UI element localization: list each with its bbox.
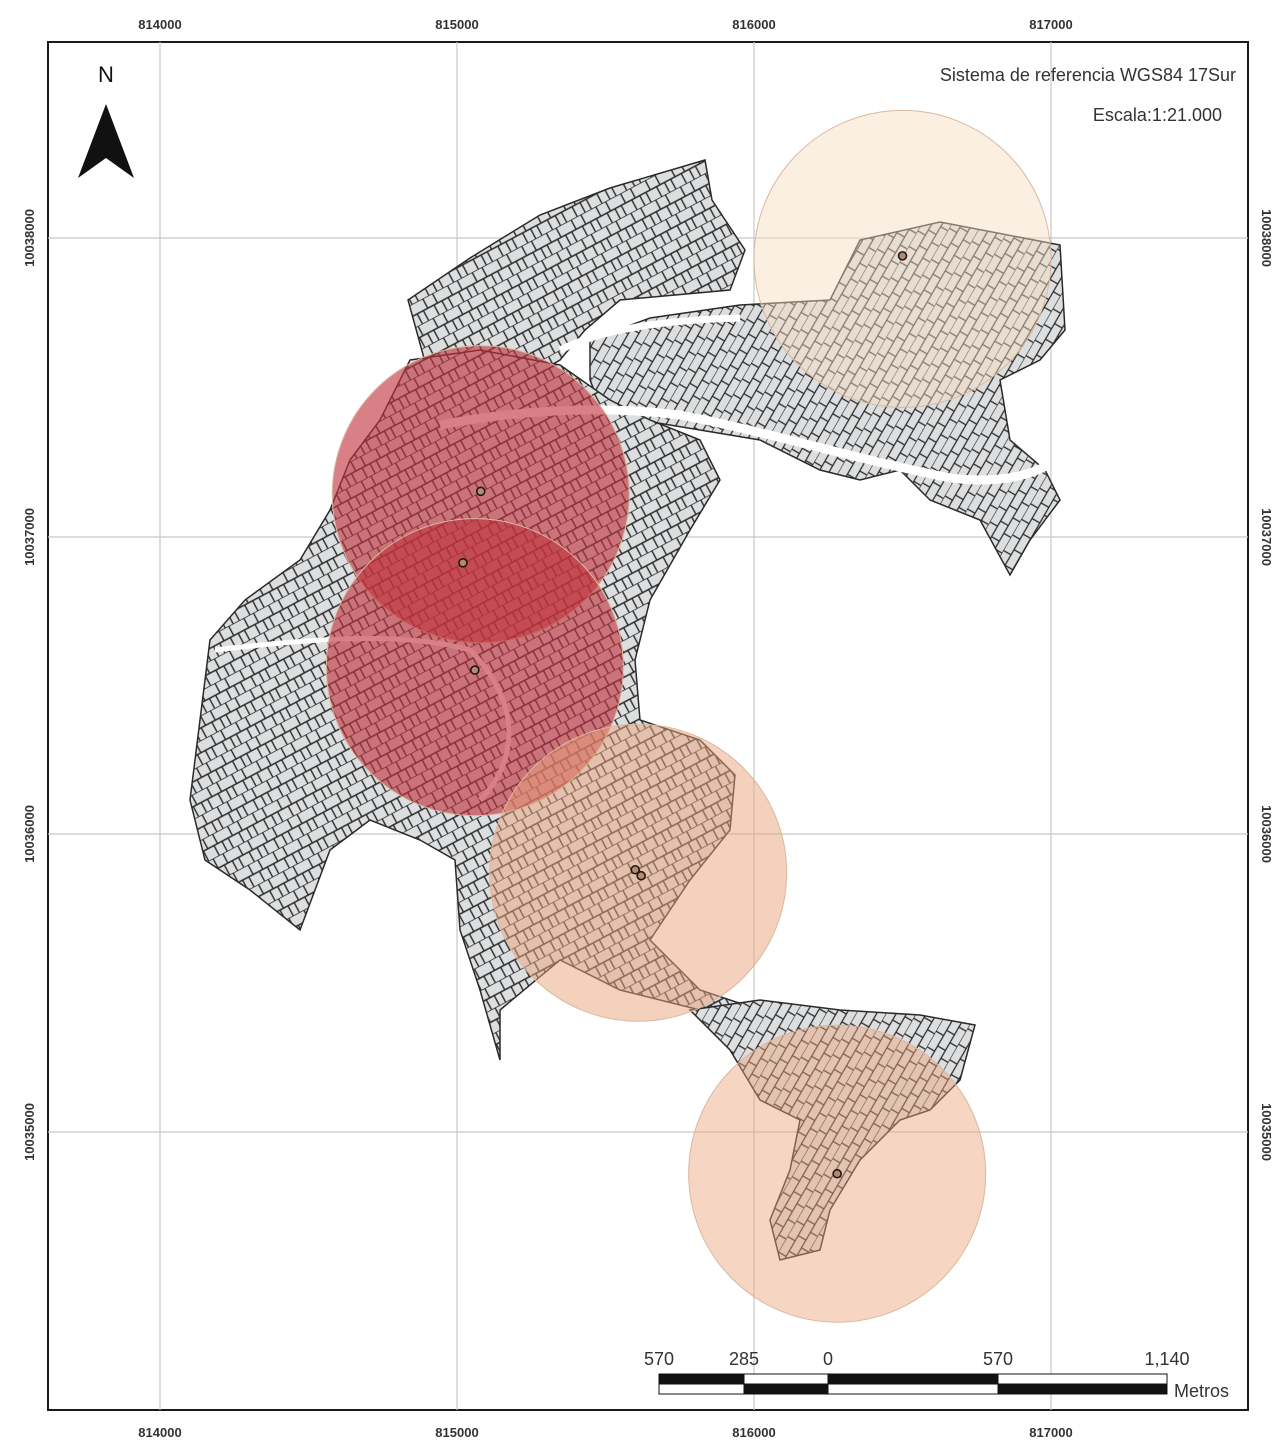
y-tick-left-10036000: 10036000 bbox=[22, 805, 37, 863]
x-tick-top-815000: 815000 bbox=[435, 17, 478, 32]
x-tick-labels-top: 814000 815000 816000 817000 bbox=[138, 17, 1072, 32]
scalebar-seg-4 bbox=[997, 1373, 1168, 1385]
y-tick-labels-left: 10038000 10037000 10036000 10035000 bbox=[22, 209, 37, 1161]
sample-point-7 bbox=[832, 1168, 842, 1179]
scalebar-label-285: 285 bbox=[729, 1349, 759, 1369]
x-tick-bottom-816000: 816000 bbox=[732, 1425, 775, 1440]
scalebar-label-570: 570 bbox=[983, 1349, 1013, 1369]
scalebar-seg-5 bbox=[658, 1383, 745, 1395]
parcels-south-arm bbox=[688, 999, 976, 1261]
scalebar-seg-2 bbox=[743, 1373, 829, 1385]
scale-label: Escala:1:21.000 bbox=[1093, 105, 1222, 125]
north-arrow: N bbox=[78, 62, 134, 178]
scalebar-seg-8 bbox=[997, 1383, 1168, 1395]
north-label: N bbox=[98, 62, 114, 87]
sample-point-4 bbox=[470, 665, 480, 675]
y-tick-right-10036000: 10036000 bbox=[1259, 805, 1274, 863]
sample-point-2 bbox=[475, 486, 486, 497]
parcels-northeast bbox=[589, 221, 1066, 577]
x-tick-bottom-814000: 814000 bbox=[138, 1425, 181, 1440]
y-tick-left-10038000: 10038000 bbox=[22, 209, 37, 267]
y-tick-labels-right: 10038000 10037000 10036000 10035000 bbox=[1259, 209, 1274, 1161]
scalebar-seg-7 bbox=[827, 1383, 999, 1395]
scale-bar: 570 285 0 570 1,140 Metros bbox=[644, 1349, 1229, 1401]
x-tick-top-814000: 814000 bbox=[138, 17, 181, 32]
scalebar-unit: Metros bbox=[1174, 1381, 1229, 1401]
y-tick-right-10037000: 10037000 bbox=[1259, 508, 1274, 566]
x-tick-bottom-815000: 815000 bbox=[435, 1425, 478, 1440]
scalebar-seg-6 bbox=[743, 1383, 829, 1395]
y-tick-left-10037000: 10037000 bbox=[22, 508, 37, 566]
north-arrow-icon bbox=[78, 104, 134, 178]
scalebar-label-570-left: 570 bbox=[644, 1349, 674, 1369]
scalebar-label-1140: 1,140 bbox=[1144, 1349, 1189, 1369]
sample-point-5 bbox=[630, 864, 641, 875]
scalebar-seg-1 bbox=[658, 1373, 745, 1385]
y-tick-right-10038000: 10038000 bbox=[1259, 209, 1274, 267]
x-tick-top-817000: 817000 bbox=[1029, 17, 1072, 32]
sample-point-3 bbox=[458, 558, 468, 568]
y-tick-left-10035000: 10035000 bbox=[22, 1103, 37, 1161]
scalebar-label-0: 0 bbox=[823, 1349, 833, 1369]
river-channel bbox=[558, 314, 741, 354]
y-tick-right-10035000: 10035000 bbox=[1259, 1103, 1274, 1161]
x-tick-labels-bottom: 814000 815000 816000 817000 bbox=[138, 1425, 1072, 1440]
sample-point-1 bbox=[897, 251, 908, 261]
x-tick-top-816000: 816000 bbox=[732, 17, 775, 32]
sample-point-6 bbox=[636, 870, 646, 881]
crs-label: Sistema de referencia WGS84 17Sur bbox=[940, 65, 1236, 85]
x-tick-bottom-817000: 817000 bbox=[1029, 1425, 1072, 1440]
scalebar-seg-3 bbox=[827, 1373, 999, 1385]
points-layer bbox=[458, 251, 908, 1179]
